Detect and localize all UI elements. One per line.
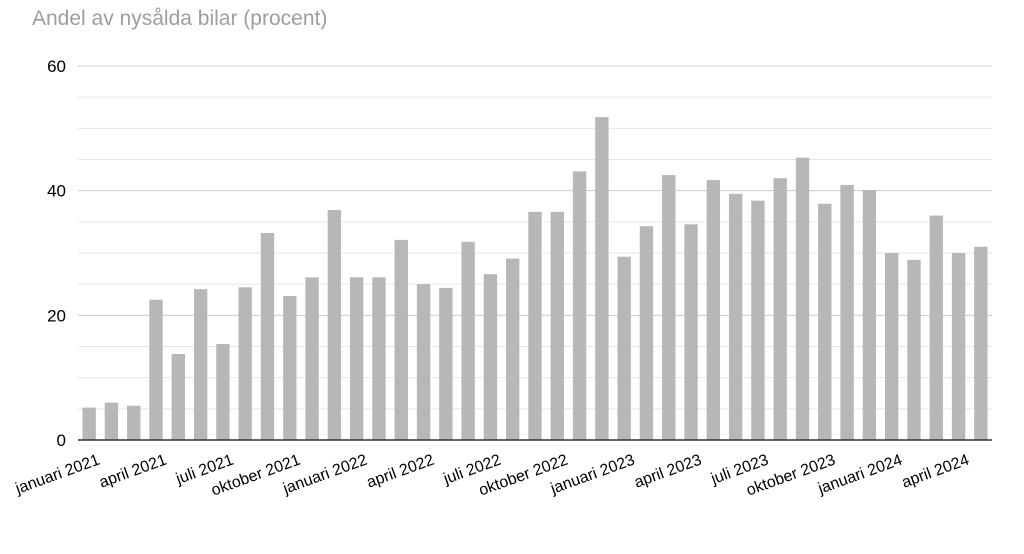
bars <box>82 117 988 441</box>
bar-2023-10 <box>818 203 832 440</box>
bar-2024-02 <box>907 259 921 440</box>
bar-2023-07 <box>751 200 765 440</box>
bar-2023-04 <box>684 224 698 440</box>
bar-2021-02 <box>104 402 119 440</box>
y-tick-label: 0 <box>57 431 66 450</box>
bar-2021-05 <box>171 353 186 440</box>
bar-2023-06 <box>728 193 743 440</box>
y-tick-label: 40 <box>47 182 66 201</box>
bar-2022-05 <box>439 287 453 440</box>
bar-2023-02 <box>639 226 654 440</box>
bar-2023-09 <box>795 157 810 440</box>
bar-2024-03 <box>929 215 943 440</box>
chart-title: Andel av nysålda bilar (procent) <box>32 7 328 30</box>
bar-2022-02 <box>372 277 386 440</box>
bar-2023-11 <box>840 185 854 440</box>
bar-2021-11 <box>305 277 319 440</box>
bar-2024-05 <box>974 246 988 440</box>
y-tick-label: 20 <box>47 306 66 325</box>
bar-2022-10 <box>550 211 564 440</box>
y-tick-labels: 0 20 40 60 <box>47 57 66 450</box>
bar-2021-06 <box>193 289 208 440</box>
bar-2022-12 <box>595 117 609 440</box>
bar-2021-08 <box>238 287 252 440</box>
bar-2024-01 <box>884 253 899 440</box>
bar-2021-07 <box>216 344 230 440</box>
bar-2021-03 <box>127 405 141 440</box>
x-tick-label: april 2022 <box>365 452 437 492</box>
bar-2023-03 <box>662 175 676 441</box>
x-tick-label: april 2021 <box>97 452 169 492</box>
bar-2021-04 <box>149 299 163 440</box>
bar-2023-12 <box>862 190 877 440</box>
bar-2022-08 <box>506 258 520 440</box>
bar-2022-03 <box>394 239 408 440</box>
x-tick-label: januari 2021 <box>13 452 103 498</box>
bar-2022-07 <box>483 274 498 440</box>
bar-2023-08 <box>773 178 787 440</box>
bar-2022-11 <box>572 171 587 441</box>
bar-2021-09 <box>260 233 275 440</box>
bar-2021-10 <box>283 296 297 440</box>
bar-2023-05 <box>706 180 721 440</box>
bar-2021-12 <box>327 209 342 440</box>
bar-2023-01 <box>617 256 631 440</box>
x-tick-label: april 2024 <box>900 452 972 492</box>
bar-2022-01 <box>349 277 364 440</box>
y-tick-label: 60 <box>47 57 66 76</box>
bar-2022-06 <box>461 241 475 440</box>
x-tick-label: april 2023 <box>632 452 704 492</box>
bar-2022-04 <box>416 284 431 440</box>
bar-2021-01 <box>82 407 96 440</box>
bar-2024-04 <box>951 253 966 440</box>
bar-2022-09 <box>528 211 542 440</box>
